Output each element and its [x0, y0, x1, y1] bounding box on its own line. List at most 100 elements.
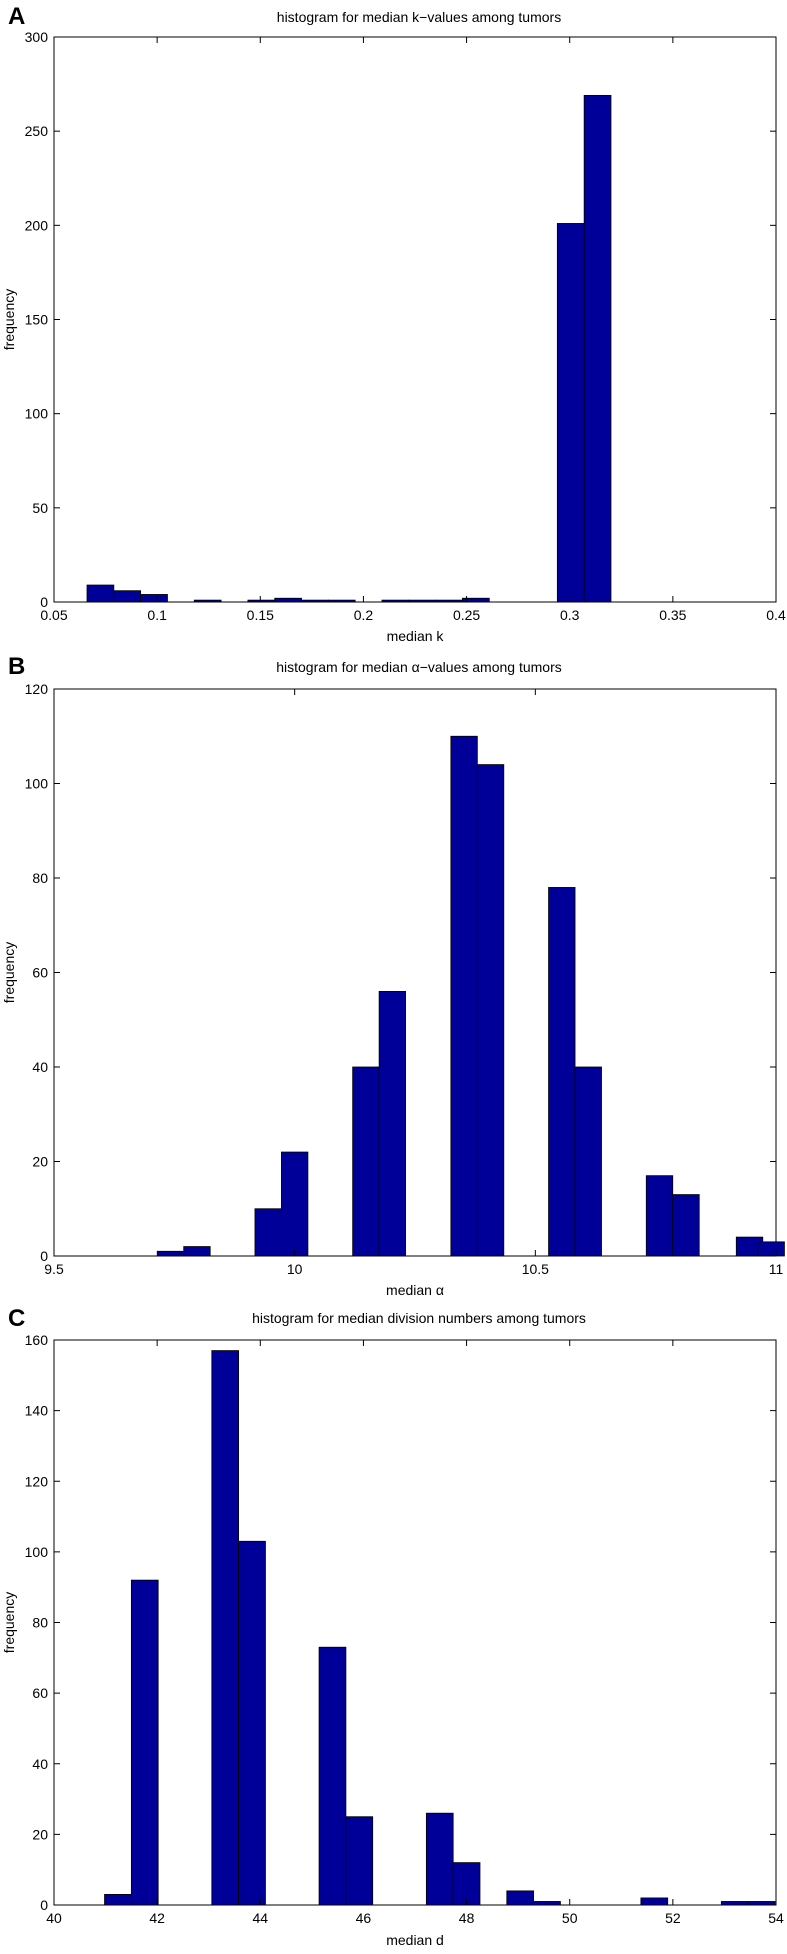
x-tick-label-a-5: 0.3	[560, 607, 580, 623]
histogram-bar-c-0	[104, 1894, 132, 1906]
y-tick-label-a-6: 300	[25, 29, 49, 45]
histogram-bar-a-11	[462, 597, 490, 603]
y-tick-label-a-1: 50	[32, 500, 48, 516]
histogram-bar-c-5	[345, 1816, 374, 1906]
x-tick-label-c-2: 44	[252, 1910, 268, 1926]
histogram-bar-a-0	[86, 584, 115, 603]
histogram-bar-a-10	[435, 599, 463, 603]
y-tick-label-a-0: 0	[40, 594, 48, 610]
histogram-bar-a-1	[113, 590, 142, 603]
plot-area-a	[53, 36, 777, 603]
y-tick-label-b-3: 60	[32, 965, 48, 981]
y-tick-label-b-4: 80	[32, 870, 48, 886]
histogram-bar-b-0	[156, 1250, 185, 1257]
histogram-bar-a-8	[381, 599, 410, 603]
y-tick-label-c-8: 160	[25, 1332, 49, 1348]
histogram-bar-c-1	[130, 1579, 159, 1906]
chart-title-a: histogram for median k−values among tumo…	[277, 9, 561, 25]
histogram-bar-c-4	[318, 1646, 347, 1906]
y-tick-label-b-0: 0	[40, 1248, 48, 1264]
y-tick-label-a-4: 200	[25, 217, 49, 233]
histogram-bar-c-3	[238, 1540, 266, 1906]
histogram-bar-a-6	[301, 599, 329, 603]
y-tick-label-c-3: 60	[32, 1685, 48, 1701]
histogram-bar-c-12	[747, 1901, 776, 1906]
histogram-bar-c-10	[640, 1897, 669, 1906]
histogram-bar-c-11	[720, 1901, 749, 1906]
histogram-bar-b-11	[672, 1194, 700, 1257]
y-axis-label-c: frequency	[1, 1592, 17, 1653]
panel-a: A histogram for median k−values among tu…	[1, 3, 786, 644]
x-tick-label-c-7: 54	[768, 1910, 784, 1926]
chart-title-b: histogram for median α−values among tumo…	[276, 659, 562, 675]
histogram-bar-b-6	[450, 735, 478, 1257]
y-tick-label-c-4: 80	[32, 1615, 48, 1631]
y-axis-label-b: frequency	[1, 942, 17, 1003]
x-tick-label-b-2: 10.5	[522, 1261, 549, 1277]
histogram-bar-b-5	[378, 991, 407, 1257]
y-tick-label-a-2: 100	[25, 406, 49, 422]
histogram-bar-a-2	[140, 594, 168, 603]
x-tick-label-a-3: 0.2	[354, 607, 374, 623]
panel-letter-c: C	[8, 1305, 25, 1332]
panel-b: B histogram for median α−values among tu…	[1, 653, 785, 1298]
x-tick-label-b-0: 9.5	[44, 1261, 64, 1277]
y-tick-label-c-5: 100	[25, 1544, 49, 1560]
histogram-bar-b-13	[757, 1241, 785, 1257]
histogram-bar-b-10	[645, 1175, 674, 1257]
y-tick-label-c-6: 120	[25, 1473, 49, 1489]
histogram-bar-a-9	[408, 599, 437, 603]
y-tick-label-c-1: 20	[32, 1826, 48, 1842]
x-tick-label-a-0: 0.05	[40, 607, 67, 623]
histogram-bar-c-7	[452, 1862, 481, 1906]
x-tick-label-c-3: 46	[356, 1910, 372, 1926]
histogram-bar-a-7	[327, 599, 356, 603]
histogram-bar-a-12	[556, 223, 585, 603]
x-tick-label-a-6: 0.35	[659, 607, 686, 623]
histogram-bar-c-8	[506, 1890, 535, 1906]
histogram-bar-a-4	[247, 599, 276, 603]
x-tick-label-c-6: 52	[665, 1910, 681, 1926]
x-tick-label-c-1: 42	[149, 1910, 165, 1926]
y-tick-label-a-3: 150	[25, 312, 49, 328]
histogram-bar-c-2	[211, 1350, 240, 1906]
y-tick-label-b-6: 120	[25, 681, 49, 697]
histogram-bar-b-2	[254, 1208, 282, 1257]
x-tick-label-a-2: 0.15	[247, 607, 274, 623]
x-axis-label-a: median k	[387, 628, 445, 644]
y-axis-label-a: frequency	[1, 289, 17, 350]
histogram-bar-a-5	[274, 597, 302, 603]
histogram-bar-b-8	[548, 887, 576, 1257]
y-tick-label-a-5: 250	[25, 123, 49, 139]
panel-c: C histogram for median division numbers …	[1, 1305, 784, 1948]
histogram-bar-c-6	[425, 1812, 454, 1906]
y-tick-label-b-1: 20	[32, 1154, 48, 1170]
x-tick-label-c-4: 48	[459, 1910, 475, 1926]
histogram-bar-b-1	[183, 1246, 211, 1257]
plot-area-c	[53, 1339, 777, 1906]
x-tick-label-a-4: 0.25	[453, 607, 480, 623]
x-tick-label-b-1: 10	[287, 1261, 303, 1277]
x-tick-label-c-0: 40	[46, 1910, 62, 1926]
panel-letter-a: A	[8, 3, 25, 30]
x-axis-label-b: median α	[386, 1282, 444, 1298]
panel-letter-b: B	[8, 653, 25, 680]
histogram-bar-a-13	[583, 94, 612, 603]
x-tick-label-a-7: 0.4	[766, 607, 786, 623]
histogram-bar-b-4	[352, 1066, 380, 1257]
histogram-bar-b-3	[281, 1151, 309, 1257]
y-tick-label-c-7: 140	[25, 1403, 49, 1419]
histogram-bar-b-7	[476, 764, 505, 1257]
chart-title-c: histogram for median division numbers am…	[252, 1310, 586, 1326]
y-tick-label-b-5: 100	[25, 776, 49, 792]
x-axis-label-c: median d	[386, 1932, 444, 1948]
y-tick-label-c-0: 0	[40, 1897, 48, 1913]
y-tick-label-c-2: 40	[32, 1756, 48, 1772]
x-tick-label-a-1: 0.1	[147, 607, 167, 623]
plot-area-b	[53, 688, 777, 1257]
histogram-bar-b-9	[574, 1066, 602, 1257]
x-tick-label-b-3: 11	[769, 1261, 784, 1277]
histogram-bar-a-3	[193, 599, 222, 603]
